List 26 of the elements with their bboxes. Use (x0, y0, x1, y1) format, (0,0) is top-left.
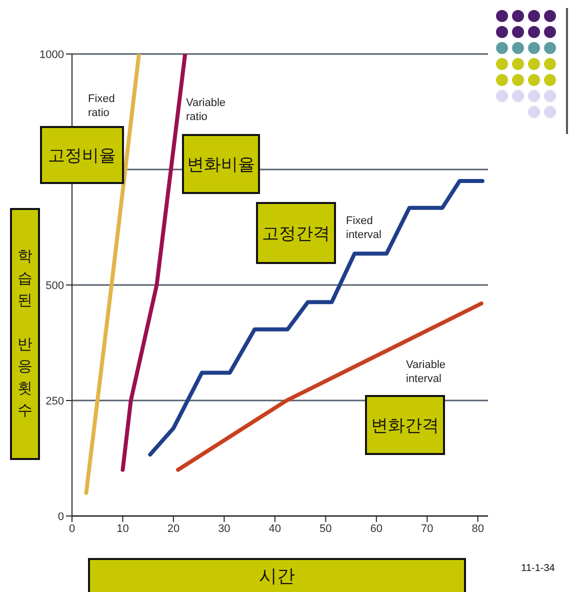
text-box: 시간 (88, 558, 466, 592)
x-tick-label: 60 (370, 522, 383, 535)
series-label: Fixed ratio (88, 92, 116, 120)
text-box: 고정비율 (40, 126, 124, 184)
line-series (148, 179, 484, 457)
text-box: 고정간격 (256, 202, 336, 264)
y-tick-label: 1000 (40, 48, 64, 61)
series-label: Fixed interval (346, 214, 382, 242)
text-box: 변화간격 (365, 395, 445, 455)
series-label: Variable ratio (186, 96, 227, 124)
x-tick-label: 0 (68, 522, 76, 535)
x-tick-label: 70 (420, 522, 434, 535)
y-tick-label: 0 (58, 510, 64, 523)
x-tick-label: 40 (268, 522, 282, 535)
x-tick-label: 20 (167, 522, 180, 535)
x-tick-label: 10 (116, 522, 129, 535)
series-label: Variable interval (406, 358, 447, 386)
x-tick-label: 80 (472, 522, 484, 535)
y-tick-label: 500 (46, 280, 64, 292)
text: 11-1-34 (520, 562, 556, 576)
y-tick-label: 250 (46, 395, 64, 408)
line-series (120, 54, 188, 472)
text-box: 학습된 반응횟수 (10, 208, 40, 460)
x-tick-label: 50 (320, 522, 332, 535)
text-box: 변화비율 (182, 134, 260, 194)
x-tick-label: 30 (218, 522, 230, 535)
